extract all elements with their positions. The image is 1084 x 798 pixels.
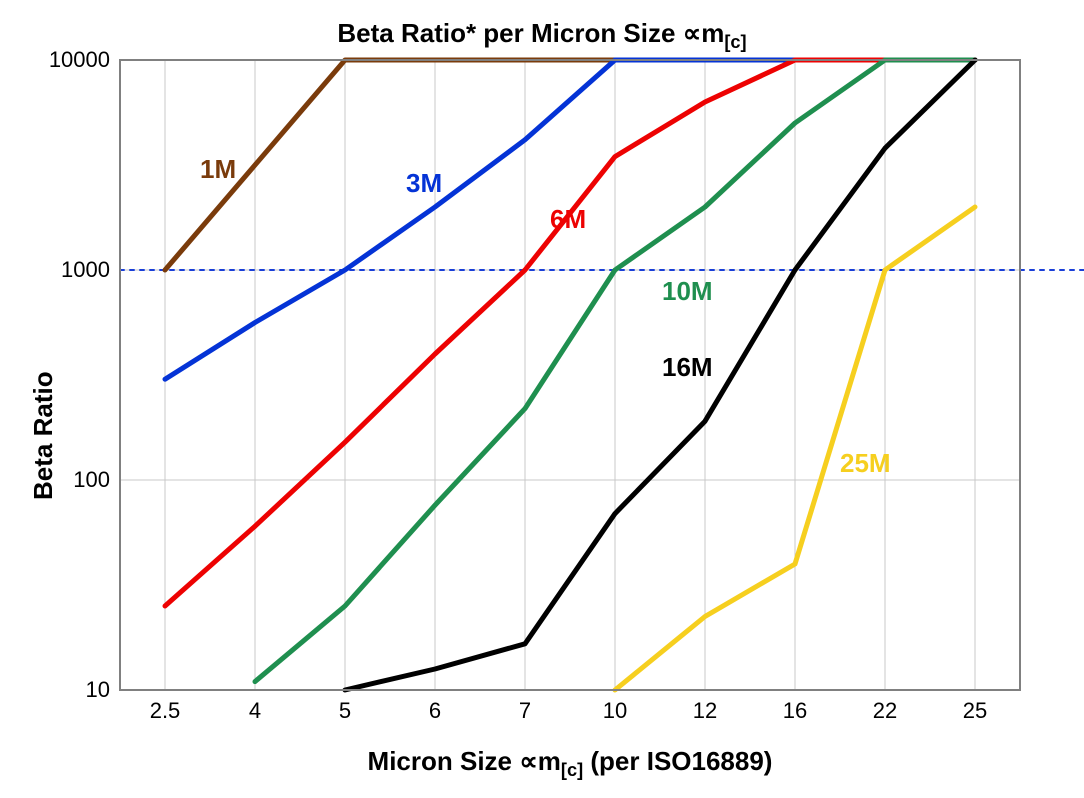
y-tick-label: 10000 [49, 47, 110, 73]
series-label-10m: 10M [662, 276, 713, 307]
x-tick-label: 22 [845, 698, 925, 724]
series-label-25m: 25M [840, 448, 891, 479]
x-tick-label: 25 [935, 698, 1015, 724]
x-tick-label: 4 [215, 698, 295, 724]
series-label-3m: 3M [406, 168, 442, 199]
y-tick-label: 100 [73, 467, 110, 493]
series-label-6m: 6M [550, 204, 586, 235]
x-tick-label: 12 [665, 698, 745, 724]
beta-ratio-chart [0, 0, 1084, 798]
y-tick-label: 10 [86, 677, 110, 703]
x-tick-label: 5 [305, 698, 385, 724]
y-tick-label: 1000 [61, 257, 110, 283]
x-tick-label: 7 [485, 698, 565, 724]
x-tick-label: 16 [755, 698, 835, 724]
series-label-16m: 16M [662, 352, 713, 383]
x-tick-label: 2.5 [125, 698, 205, 724]
x-tick-label: 6 [395, 698, 475, 724]
x-tick-label: 10 [575, 698, 655, 724]
series-label-1m: 1M [200, 154, 236, 185]
